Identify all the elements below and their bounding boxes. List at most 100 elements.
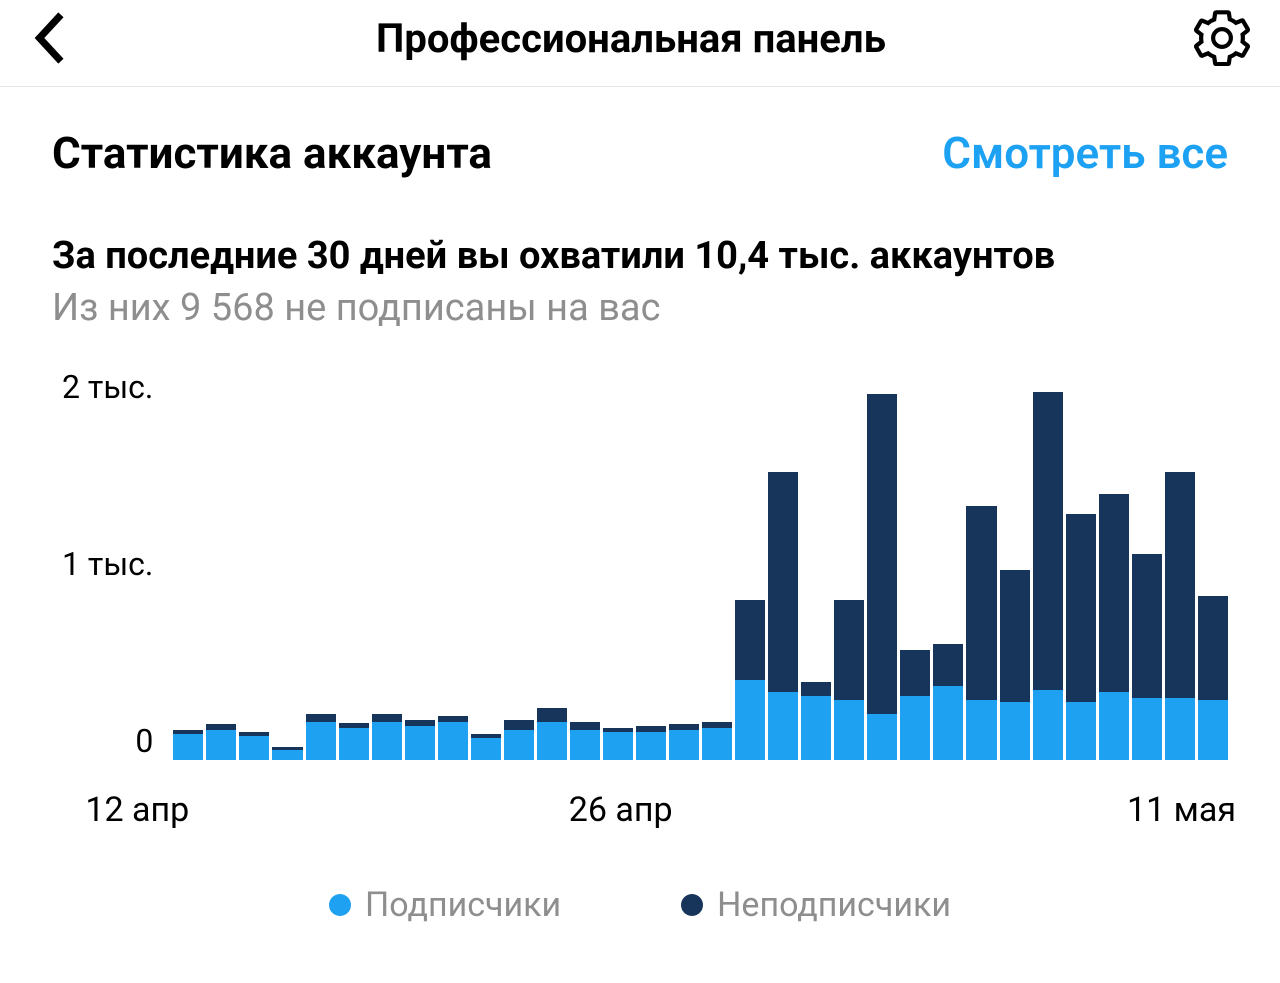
bar-segment-followers [1165, 698, 1195, 760]
bar-segment-followers [1099, 692, 1129, 760]
bar-segment-followers [966, 700, 996, 760]
bar-segment-followers [239, 736, 269, 760]
y-label: 0 [135, 722, 153, 760]
bar-column [173, 360, 203, 760]
chart-legend: Подписчики Неподписчики [52, 885, 1228, 925]
bar-column [669, 360, 699, 760]
bar-segment-non-followers [1000, 570, 1030, 702]
bar-segment-followers [1132, 698, 1162, 760]
bar-segment-non-followers [966, 506, 996, 700]
bars-container [173, 360, 1228, 760]
bar-segment-non-followers [570, 722, 600, 730]
bar-segment-followers [669, 730, 699, 760]
bar-column [1066, 360, 1096, 760]
bar-column [239, 360, 269, 760]
bar-column [405, 360, 435, 760]
bar-segment-followers [339, 728, 369, 760]
section-header: Статистика аккаунта Смотреть все [52, 127, 1228, 179]
bar-segment-non-followers [372, 714, 402, 722]
bar-segment-followers [173, 734, 203, 760]
bar-column [702, 360, 732, 760]
bar-segment-followers [570, 730, 600, 760]
bar-segment-followers [768, 692, 798, 760]
bar-segment-non-followers [504, 720, 534, 730]
bar-column [1198, 360, 1228, 760]
bar-column [636, 360, 666, 760]
header-bar: Профессиональная панель [0, 0, 1280, 87]
bar-segment-followers [834, 700, 864, 760]
y-axis: 2 тыс. 1 тыс. 0 [62, 360, 173, 760]
section-title: Статистика аккаунта [52, 127, 492, 179]
bar-column [1000, 360, 1030, 760]
bar-segment-followers [504, 730, 534, 760]
bar-segment-non-followers [867, 394, 897, 714]
bar-column [1165, 360, 1195, 760]
legend-dot-non-followers [681, 894, 703, 916]
bar-column [768, 360, 798, 760]
bar-segment-followers [636, 732, 666, 760]
bar-column [966, 360, 996, 760]
bar-column [801, 360, 831, 760]
x-label: 12 апр [85, 790, 189, 830]
bar-column [735, 360, 765, 760]
bar-segment-followers [206, 730, 236, 760]
bar-column [1099, 360, 1129, 760]
bar-column [900, 360, 930, 760]
bar-segment-non-followers [801, 682, 831, 696]
bar-segment-non-followers [735, 600, 765, 680]
bar-column [933, 360, 963, 760]
x-label: 11 мая [1127, 790, 1236, 830]
y-label: 1 тыс. [62, 545, 153, 583]
bar-segment-non-followers [1165, 472, 1195, 698]
bar-column [306, 360, 336, 760]
back-button[interactable] [30, 12, 68, 64]
x-axis: 12 апр 26 апр 11 мая [103, 790, 1228, 830]
bar-column [1132, 360, 1162, 760]
bar-segment-non-followers [306, 714, 336, 722]
bar-segment-followers [1000, 702, 1030, 760]
bar-segment-non-followers [1033, 392, 1063, 690]
see-all-link[interactable]: Смотреть все [942, 127, 1228, 179]
settings-button[interactable] [1194, 10, 1250, 66]
reach-chart: 2 тыс. 1 тыс. 0 12 апр 26 апр 11 мая [52, 360, 1228, 830]
bar-column [438, 360, 468, 760]
legend-dot-followers [329, 894, 351, 916]
bar-segment-followers [933, 686, 963, 760]
summary-sub-text: Из них 9 568 не подписаны на вас [52, 286, 1228, 330]
bar-segment-followers [735, 680, 765, 760]
bar-segment-followers [372, 722, 402, 760]
chart-area: 12 апр 26 апр 11 мая [173, 360, 1228, 830]
bar-segment-non-followers [900, 650, 930, 696]
bar-segment-followers [1066, 702, 1096, 760]
bar-segment-followers [900, 696, 930, 760]
bar-segment-non-followers [834, 600, 864, 700]
bar-segment-followers [1198, 700, 1228, 760]
bar-column [867, 360, 897, 760]
bar-segment-followers [867, 714, 897, 760]
bar-segment-non-followers [1198, 596, 1228, 700]
legend-label: Неподписчики [717, 885, 951, 925]
bar-column [603, 360, 633, 760]
bar-segment-followers [471, 738, 501, 760]
bar-segment-non-followers [1099, 494, 1129, 692]
bar-segment-non-followers [537, 708, 567, 722]
bar-column [504, 360, 534, 760]
bar-segment-followers [537, 722, 567, 760]
y-label: 2 тыс. [62, 368, 153, 406]
legend-label: Подписчики [365, 885, 561, 925]
bar-column [339, 360, 369, 760]
bar-segment-non-followers [768, 472, 798, 692]
bar-segment-followers [603, 732, 633, 760]
gear-icon [1194, 10, 1250, 66]
content-area: Статистика аккаунта Смотреть все За посл… [0, 87, 1280, 925]
bar-column [834, 360, 864, 760]
bar-segment-non-followers [1132, 554, 1162, 698]
page-title: Профессиональная панель [68, 15, 1194, 62]
bar-segment-non-followers [1066, 514, 1096, 702]
bar-column [537, 360, 567, 760]
bar-column [471, 360, 501, 760]
bar-segment-followers [702, 728, 732, 760]
bar-segment-followers [272, 750, 302, 760]
bar-segment-followers [405, 726, 435, 760]
bar-segment-followers [801, 696, 831, 760]
